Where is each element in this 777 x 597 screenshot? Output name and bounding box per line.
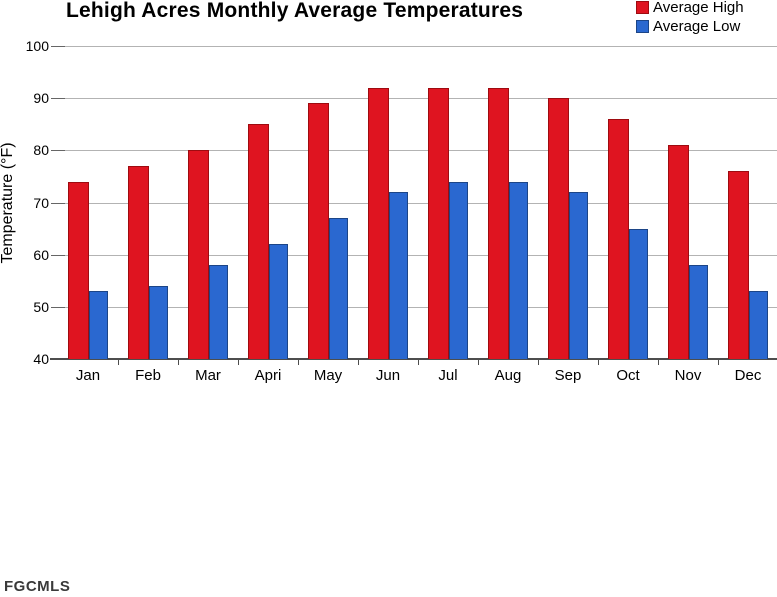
bar-may-high xyxy=(308,103,329,359)
y-tick-label-70: 70 xyxy=(33,195,49,211)
x-label-sep: Sep xyxy=(554,367,582,384)
bar-group-jul xyxy=(418,46,478,359)
legend-item-average-high: Average High xyxy=(636,0,744,16)
x-tick-7 xyxy=(478,360,479,365)
x-tick-9 xyxy=(598,360,599,365)
bar-dec-low xyxy=(749,291,768,359)
y-tick-90 xyxy=(51,98,65,99)
x-label-oct: Oct xyxy=(616,367,640,384)
x-label-dec: Dec xyxy=(734,367,762,384)
legend-label-average-low: Average Low xyxy=(653,17,741,35)
y-tick-label-50: 50 xyxy=(33,299,49,315)
bar-apri-low xyxy=(269,244,288,359)
bar-group-may xyxy=(298,46,358,359)
y-tick-50 xyxy=(51,307,65,308)
legend-item-average-low: Average Low xyxy=(636,17,744,35)
x-label-feb: Feb xyxy=(135,367,161,384)
bar-group-mar xyxy=(178,46,238,359)
y-tick-label-90: 90 xyxy=(33,90,49,106)
bar-oct-high xyxy=(608,119,629,359)
bar-group-jun xyxy=(358,46,418,359)
bar-jul-high xyxy=(428,87,449,359)
bar-group-nov xyxy=(658,46,718,359)
bar-nov-high xyxy=(668,145,689,359)
bar-mar-low xyxy=(209,265,228,359)
x-label-jun: Jun xyxy=(375,367,401,384)
legend-label-average-high: Average High xyxy=(653,0,744,16)
bar-group-jan xyxy=(58,46,118,359)
x-tick-1 xyxy=(118,360,119,365)
bar-aug-high xyxy=(488,87,509,359)
gridline-90 xyxy=(65,98,777,99)
x-tick-5 xyxy=(358,360,359,365)
bar-group-dec xyxy=(718,46,777,359)
y-tick-label-80: 80 xyxy=(33,142,49,158)
x-tick-11 xyxy=(718,360,719,365)
bar-jul-low xyxy=(449,181,468,359)
average-high-swatch-icon xyxy=(636,0,649,14)
bar-jan-high xyxy=(68,181,89,359)
y-tick-60 xyxy=(51,255,65,256)
x-label-jan: Jan xyxy=(75,367,101,384)
bar-sep-low xyxy=(569,192,588,359)
chart-legend: Average High Average Low xyxy=(636,0,744,36)
y-tick-80 xyxy=(51,150,65,151)
bar-may-low xyxy=(329,218,348,359)
x-tick-10 xyxy=(658,360,659,365)
gridline-60 xyxy=(65,255,777,256)
average-low-swatch-icon xyxy=(636,19,649,33)
bar-aug-low xyxy=(509,181,528,359)
plot-area: 40 50 60 70 80 90 100 Jan Feb Mar Apri May Jun Jul Aug… xyxy=(26,38,777,384)
x-tick-2 xyxy=(178,360,179,365)
bar-apri-high xyxy=(248,124,269,359)
gridline-50 xyxy=(65,307,777,308)
x-label-apri: Apri xyxy=(254,367,282,384)
y-tick-label-60: 60 xyxy=(33,247,49,263)
watermark-fgcmls: FGCMLS xyxy=(4,578,71,595)
gridline-70 xyxy=(65,203,777,204)
x-axis-line xyxy=(50,358,777,360)
bar-group-feb xyxy=(118,46,178,359)
x-label-nov: Nov xyxy=(674,367,702,384)
bar-dec-high xyxy=(728,171,749,359)
bar-jun-low xyxy=(389,192,408,359)
bar-nov-low xyxy=(689,265,708,359)
x-tick-4 xyxy=(298,360,299,365)
x-label-jul: Jul xyxy=(438,367,458,384)
gridline-100 xyxy=(65,46,777,47)
x-tick-3 xyxy=(238,360,239,365)
y-tick-70 xyxy=(51,203,65,204)
bar-feb-high xyxy=(128,166,149,359)
x-label-mar: Mar xyxy=(195,367,221,384)
chart-title: Lehigh Acres Monthly Average Temperature… xyxy=(66,0,524,22)
y-tick-100 xyxy=(51,46,65,47)
bar-jan-low xyxy=(89,291,108,359)
bar-mar-high xyxy=(188,150,209,359)
x-label-aug: Aug xyxy=(494,367,522,384)
bar-group-sep xyxy=(538,46,598,359)
x-label-may: May xyxy=(313,367,343,384)
x-tick-6 xyxy=(418,360,419,365)
bar-group-apri xyxy=(238,46,298,359)
x-tick-8 xyxy=(538,360,539,365)
bar-oct-low xyxy=(629,228,648,359)
bar-jun-high xyxy=(368,87,389,359)
bar-sep-high xyxy=(548,98,569,359)
bar-group-oct xyxy=(598,46,658,359)
bar-feb-low xyxy=(149,286,168,359)
gridline-80 xyxy=(65,150,777,151)
bar-group-aug xyxy=(478,46,538,359)
y-tick-label-40: 40 xyxy=(33,351,49,367)
y-tick-label-100: 100 xyxy=(25,38,49,54)
